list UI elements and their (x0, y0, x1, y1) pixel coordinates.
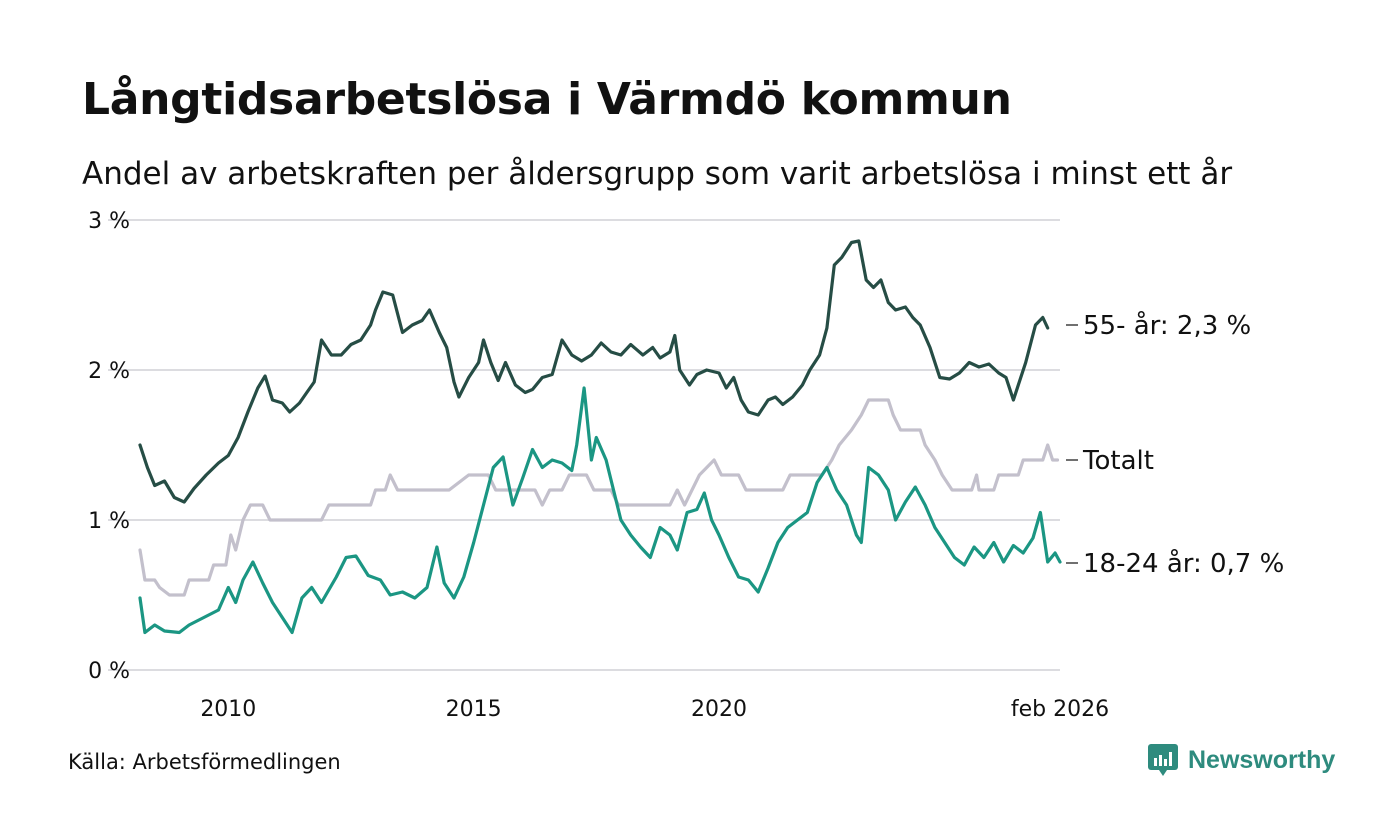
x-tick-label: 2020 (691, 697, 747, 722)
series-end-label: 18-24 år: 0,7 % (1083, 548, 1284, 579)
series-end-label: Totalt (1082, 446, 1154, 476)
y-tick-label: 0 % (88, 659, 130, 684)
newsworthy-logo-icon (1148, 744, 1178, 776)
x-tick-label: feb 2026 (1011, 697, 1109, 722)
x-tick-label: 2015 (446, 697, 502, 722)
chart-title: Långtidsarbetslösa i Värmdö kommun (82, 74, 1012, 125)
brand-name: Newsworthy (1188, 745, 1336, 774)
y-tick-label: 2 % (88, 359, 130, 384)
series-line-2 (138, 386, 1062, 635)
series-line-0 (138, 239, 1050, 504)
chart-subtitle: Andel av arbetskraften per åldersgrupp s… (82, 156, 1233, 192)
y-tick-label: 1 % (88, 509, 130, 534)
source-note: Källa: Arbetsförmedlingen (68, 750, 341, 774)
series-end-label: 55- år: 2,3 % (1083, 310, 1251, 341)
x-tick-label: 2010 (200, 697, 256, 722)
y-tick-label: 3 % (88, 209, 130, 234)
brand-logo: Newsworthy (1148, 744, 1335, 776)
